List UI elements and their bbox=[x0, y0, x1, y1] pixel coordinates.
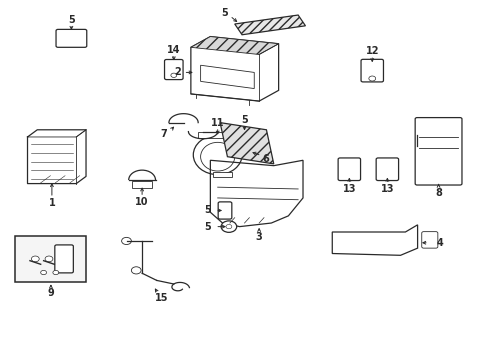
Text: 5: 5 bbox=[204, 206, 211, 216]
Text: 9: 9 bbox=[47, 288, 54, 298]
Circle shape bbox=[131, 267, 141, 274]
Bar bbox=[198, 132, 227, 138]
Ellipse shape bbox=[200, 142, 234, 171]
Bar bbox=[15, 235, 86, 282]
Bar bbox=[212, 172, 232, 177]
FancyBboxPatch shape bbox=[360, 59, 383, 82]
Text: 7: 7 bbox=[161, 129, 167, 139]
Text: 5: 5 bbox=[204, 222, 211, 231]
FancyBboxPatch shape bbox=[56, 30, 86, 47]
Circle shape bbox=[221, 221, 236, 232]
FancyBboxPatch shape bbox=[421, 231, 437, 248]
FancyBboxPatch shape bbox=[414, 118, 461, 185]
FancyBboxPatch shape bbox=[164, 59, 183, 80]
Text: 5: 5 bbox=[241, 115, 247, 125]
Text: 8: 8 bbox=[434, 188, 441, 198]
Polygon shape bbox=[234, 15, 305, 35]
Text: 14: 14 bbox=[167, 45, 180, 55]
Text: 3: 3 bbox=[255, 232, 262, 242]
Text: 15: 15 bbox=[155, 293, 168, 303]
Circle shape bbox=[41, 270, 46, 275]
Polygon shape bbox=[190, 37, 278, 54]
Circle shape bbox=[122, 237, 131, 244]
Circle shape bbox=[53, 270, 59, 275]
Text: 5: 5 bbox=[221, 8, 228, 18]
FancyBboxPatch shape bbox=[337, 158, 360, 180]
Text: 11: 11 bbox=[210, 118, 224, 128]
Circle shape bbox=[170, 73, 176, 77]
Ellipse shape bbox=[193, 135, 242, 175]
Circle shape bbox=[368, 76, 375, 81]
Text: 13: 13 bbox=[380, 184, 393, 194]
Bar bbox=[132, 181, 152, 188]
Text: 5: 5 bbox=[68, 15, 75, 25]
Polygon shape bbox=[220, 123, 273, 164]
Circle shape bbox=[45, 256, 53, 262]
Text: 13: 13 bbox=[342, 184, 355, 194]
Text: 10: 10 bbox=[135, 197, 148, 207]
FancyBboxPatch shape bbox=[218, 202, 231, 219]
Text: 12: 12 bbox=[365, 46, 378, 56]
Circle shape bbox=[235, 131, 253, 144]
Text: 1: 1 bbox=[48, 198, 55, 208]
Text: 4: 4 bbox=[436, 238, 443, 248]
Text: 2: 2 bbox=[174, 67, 181, 77]
Circle shape bbox=[225, 225, 231, 229]
FancyBboxPatch shape bbox=[375, 158, 398, 180]
FancyBboxPatch shape bbox=[55, 245, 73, 273]
Circle shape bbox=[31, 256, 39, 262]
Circle shape bbox=[240, 135, 248, 140]
Text: 6: 6 bbox=[262, 154, 269, 164]
